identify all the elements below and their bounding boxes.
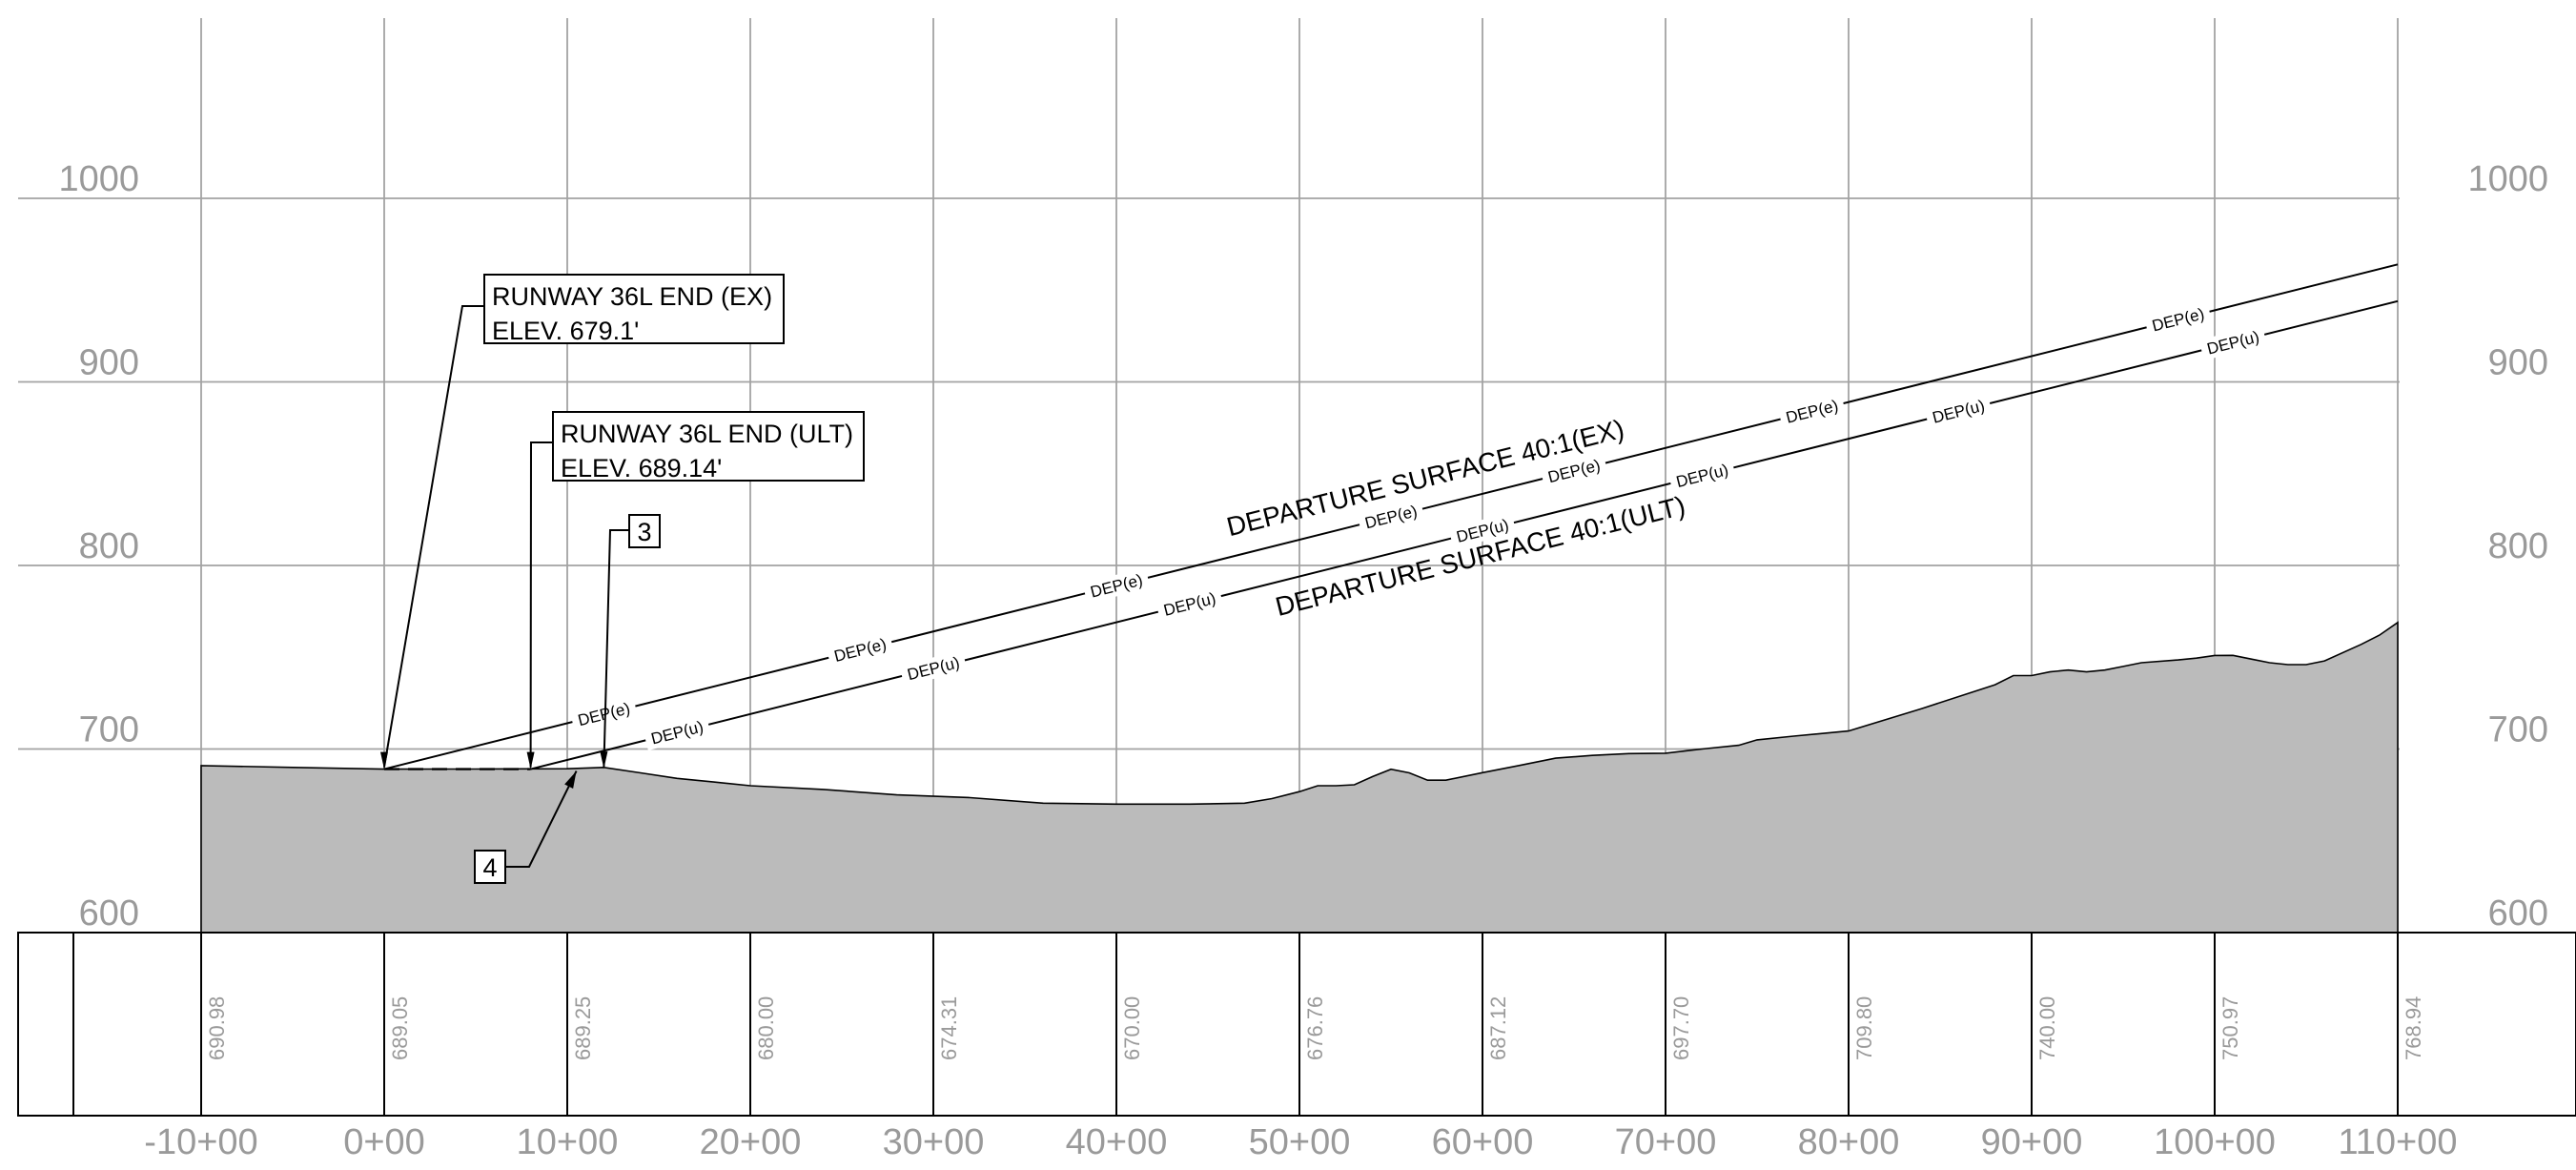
x-tick-label: 50+00: [1249, 1122, 1351, 1162]
dep-tag-gap: [2198, 324, 2267, 361]
dep-tag-gap: [643, 714, 711, 751]
callout-text: RUNWAY 36L END (ULT): [561, 420, 853, 448]
note-4-tag: 4: [474, 770, 578, 884]
table-elevation-value: 690.98: [205, 996, 229, 1060]
x-tick-label: 100+00: [2154, 1122, 2276, 1162]
dep-tag-gap: [1777, 393, 1847, 430]
x-tick-label: 10+00: [517, 1122, 619, 1162]
x-tick-label: 70+00: [1615, 1122, 1717, 1162]
axis-labels: 600 600 700 700 800 800 900 900 1000 1000 -10+00 0+…: [58, 159, 2548, 1162]
table-elevation-value: 750.97: [2218, 996, 2242, 1060]
dep-tag-gap: [2143, 301, 2213, 338]
ground-profile: [200, 621, 2399, 934]
table-elevation-value: 680.00: [754, 996, 778, 1060]
note-3-tag: 3: [600, 514, 661, 770]
leader-line: [529, 441, 553, 768]
ground-profile-area: [200, 621, 2399, 934]
y-tick-label-right: 900: [2488, 343, 2548, 383]
x-tick-label: 40+00: [1066, 1122, 1168, 1162]
callout-text: RUNWAY 36L END (EX): [492, 282, 772, 311]
dep-tag-gap: [1540, 452, 1608, 489]
y-tick-label-right: 1000: [2467, 159, 2548, 199]
y-tick-label-left: 900: [79, 343, 139, 383]
x-tick-label: 0+00: [343, 1122, 425, 1162]
dep-tag-gap: [1155, 585, 1224, 623]
dep-tag-gap: [826, 631, 894, 668]
y-tick-label-right: 800: [2488, 526, 2548, 566]
x-tick-label: 90+00: [1981, 1122, 2083, 1162]
callout-box: [552, 411, 865, 482]
x-tick-label: 80+00: [1798, 1122, 1900, 1162]
callout-runway-end-ult: RUNWAY 36L END (ULT) ELEV. 689.14': [552, 411, 865, 482]
x-tick-label: 20+00: [700, 1122, 802, 1162]
note-box: [628, 514, 661, 548]
table-elevation-value: 687.12: [1486, 996, 1510, 1060]
table-elevation-value: 689.25: [571, 996, 595, 1060]
y-tick-label-right: 700: [2488, 710, 2548, 750]
dep-tag-gap: [1448, 512, 1517, 549]
dep-tag-gap: [1357, 499, 1425, 535]
callout-text: ELEV. 679.1': [492, 317, 639, 345]
leader-line: [603, 529, 629, 768]
table-frame: [17, 932, 2576, 1117]
table-elevation-value: 674.31: [937, 996, 961, 1060]
dep-tag-gap: [1082, 567, 1151, 605]
table-elevation-value: 740.00: [2035, 996, 2059, 1060]
dep-tag-gap: [1924, 393, 1993, 430]
table-elevation-value: 670.00: [1120, 996, 1144, 1060]
table-elevation-value: 689.05: [388, 996, 412, 1060]
callout-box: [483, 274, 785, 344]
y-tick-label-left: 600: [79, 893, 139, 934]
y-tick-label-right: 600: [2488, 893, 2548, 934]
callout-runway-end-ex: RUNWAY 36L END (EX) ELEV. 679.1': [483, 274, 785, 345]
y-tick-label-left: 1000: [58, 159, 139, 199]
table-elevation-value: 676.76: [1303, 996, 1327, 1060]
leader-arrow: [526, 751, 535, 770]
leader-arrow: [600, 751, 608, 770]
callout-text: ELEV. 689.14': [561, 454, 722, 482]
x-tick-label: 110+00: [2338, 1122, 2457, 1162]
note-number: 4: [482, 853, 497, 882]
dep-tag-gap: [899, 649, 968, 687]
table-elevation-value: 709.80: [1852, 996, 1876, 1060]
callouts: RUNWAY 36L END (EX)ELEV. 679.1'RUNWAY 36…: [380, 274, 865, 884]
table-elevation-value: 768.94: [2402, 996, 2425, 1060]
leader-arrow: [380, 751, 388, 770]
note-number: 3: [637, 518, 651, 546]
y-tick-label-left: 700: [79, 710, 139, 750]
dep-tag-gap: [1667, 457, 1737, 494]
elevation-table: 690.98 689.05 689.25 680.00 674.31 670.00 676.…: [17, 932, 2576, 1117]
x-tick-label: 30+00: [883, 1122, 985, 1162]
x-tick-label: 60+00: [1432, 1122, 1534, 1162]
leader-line: [505, 770, 578, 868]
leader-arrow: [564, 770, 577, 789]
table-elevation-value: 697.70: [1669, 996, 1693, 1060]
x-tick-label: -10+00: [144, 1122, 257, 1162]
y-tick-label-left: 800: [79, 526, 139, 566]
leader-line: [383, 305, 484, 768]
dep-tag-gap: [569, 695, 639, 732]
